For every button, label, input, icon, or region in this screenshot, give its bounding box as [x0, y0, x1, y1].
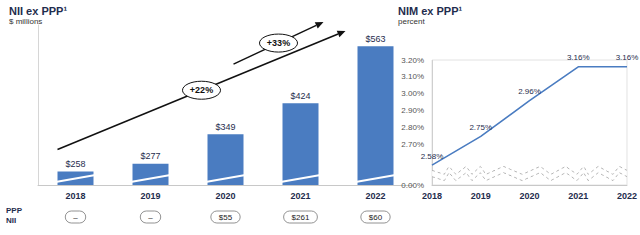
svg-text:3.20%: 3.20%	[401, 56, 424, 65]
svg-text:3.16%: 3.16%	[567, 53, 590, 62]
svg-text:2.58%: 2.58%	[421, 152, 444, 161]
svg-text:$563: $563	[365, 34, 385, 44]
svg-text:NII: NII	[6, 216, 16, 225]
svg-text:3.10%: 3.10%	[401, 72, 424, 81]
svg-text:2022: 2022	[617, 191, 637, 201]
svg-text:–: –	[73, 213, 78, 222]
svg-text:2.80%: 2.80%	[401, 123, 424, 132]
svg-text:$55: $55	[219, 213, 233, 222]
svg-text:2019: 2019	[140, 191, 160, 201]
svg-text:3.00%: 3.00%	[401, 89, 424, 98]
svg-text:2.96%: 2.96%	[518, 87, 541, 96]
svg-text:$ millions: $ millions	[9, 17, 42, 26]
svg-text:$424: $424	[290, 91, 310, 101]
svg-text:PPP: PPP	[6, 206, 23, 215]
svg-text:$277: $277	[140, 151, 160, 161]
svg-text:2021: 2021	[290, 191, 310, 201]
svg-text:NII ex PPP¹: NII ex PPP¹	[9, 5, 67, 17]
svg-text:$349: $349	[215, 122, 235, 132]
svg-text:percent: percent	[398, 17, 425, 26]
svg-text:+22%: +22%	[190, 85, 213, 95]
svg-text:3.16%: 3.16%	[616, 53, 639, 62]
svg-text:–: –	[148, 213, 153, 222]
svg-text:$60: $60	[369, 213, 383, 222]
svg-text:$258: $258	[65, 159, 85, 169]
svg-text:2021: 2021	[568, 191, 588, 201]
svg-text:2.75%: 2.75%	[469, 123, 492, 132]
svg-text:NIM ex PPP¹: NIM ex PPP¹	[398, 5, 463, 17]
svg-text:$261: $261	[292, 213, 310, 222]
svg-text:+33%: +33%	[267, 38, 290, 48]
svg-text:2020: 2020	[215, 191, 235, 201]
svg-text:2022: 2022	[365, 191, 385, 201]
svg-text:2020: 2020	[519, 191, 539, 201]
svg-text:2018: 2018	[422, 191, 442, 201]
svg-text:2019: 2019	[471, 191, 491, 201]
svg-text:0.00%: 0.00%	[401, 181, 424, 190]
svg-text:2.90%: 2.90%	[401, 106, 424, 115]
svg-text:2.70%: 2.70%	[401, 140, 424, 149]
svg-text:2018: 2018	[65, 191, 85, 201]
